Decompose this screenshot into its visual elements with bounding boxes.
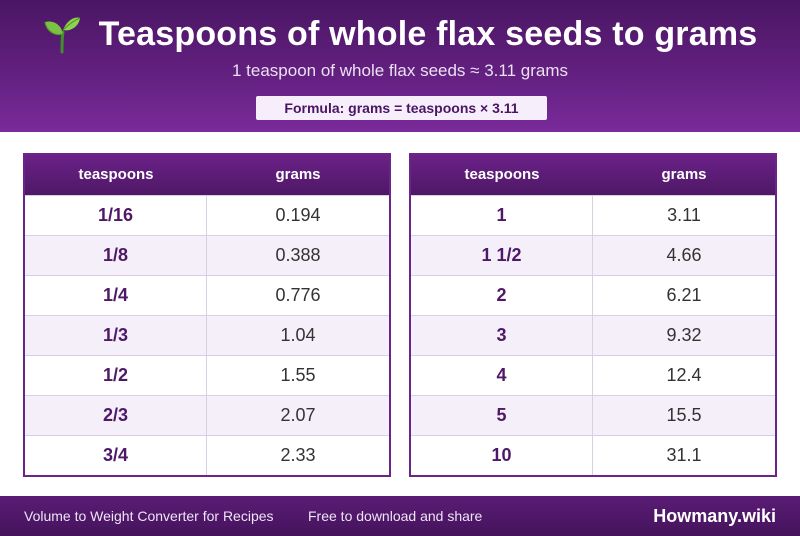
table-row: 4 12.4 [411, 355, 775, 395]
grams-cell: 2.07 [280, 405, 316, 425]
teaspoons-cell: 1/16 [25, 196, 207, 235]
page-subtitle: 1 teaspoon of whole flax seeds ≈ 3.11 gr… [232, 61, 568, 80]
footer-note: Free to download and share [308, 508, 483, 524]
table-row: 1/4 0.776 [25, 275, 389, 315]
footer-tagline: Volume to Weight Converter for Recipes [24, 508, 274, 524]
teaspoons-cell: 1/3 [25, 316, 207, 355]
teaspoons-cell: 1 1/2 [411, 236, 593, 275]
table-row: 1 3.11 [411, 195, 775, 235]
table-row: 1/2 1.55 [25, 355, 389, 395]
grams-cell: 9.32 [666, 325, 702, 345]
header-banner: Teaspoons of whole flax seeds to grams 1… [0, 0, 800, 132]
table-row: 1/3 1.04 [25, 315, 389, 355]
table-header: teaspoons grams [411, 155, 775, 195]
grams-cell: 0.388 [275, 245, 321, 265]
teaspoons-cell: 4 [411, 356, 593, 395]
title-row: Teaspoons of whole flax seeds to grams [0, 14, 800, 54]
column-header-teaspoons: teaspoons [78, 166, 154, 183]
teaspoons-cell: 3 [411, 316, 593, 355]
formula-badge: Formula: grams = teaspoons × 3.11 [256, 96, 547, 120]
grams-cell: 1.04 [280, 325, 316, 345]
table-row: 1 1/2 4.66 [411, 235, 775, 275]
table-row: 1/8 0.388 [25, 235, 389, 275]
column-header-teaspoons: teaspoons [464, 166, 540, 183]
grams-cell: 0.776 [275, 285, 321, 305]
teaspoons-cell: 2/3 [25, 396, 207, 435]
column-header-grams: grams [661, 166, 707, 183]
footer-bar: Volume to Weight Converter for Recipes F… [0, 496, 800, 536]
grams-cell: 0.194 [275, 205, 321, 225]
table-row: 2 6.21 [411, 275, 775, 315]
sprout-icon [44, 17, 80, 54]
table-row: 3/4 2.33 [25, 435, 389, 475]
grams-cell: 31.1 [666, 445, 702, 465]
table-row: 1/16 0.194 [25, 195, 389, 235]
teaspoons-cell: 2 [411, 276, 593, 315]
teaspoons-cell: 1 [411, 196, 593, 235]
grams-cell: 12.4 [666, 365, 702, 385]
teaspoons-cell: 1/8 [25, 236, 207, 275]
teaspoons-cell: 1/4 [25, 276, 207, 315]
brand-logo[interactable]: Howmany.wiki [653, 506, 776, 526]
table-row: 3 9.32 [411, 315, 775, 355]
page-title: Teaspoons of whole flax seeds to grams [98, 14, 758, 53]
column-header-grams: grams [275, 166, 321, 183]
grams-cell: 4.66 [666, 245, 702, 265]
grams-cell: 15.5 [666, 405, 702, 425]
table-row: 10 31.1 [411, 435, 775, 475]
teaspoons-cell: 10 [411, 436, 593, 475]
grams-cell: 2.33 [280, 445, 316, 465]
table-row: 5 15.5 [411, 395, 775, 435]
grams-cell: 3.11 [667, 205, 701, 225]
teaspoons-cell: 3/4 [25, 436, 207, 475]
table-row: 2/3 2.07 [25, 395, 389, 435]
teaspoons-cell: 1/2 [25, 356, 207, 395]
conversion-table-small: teaspoons grams 1/16 0.194 1/8 0.388 1/4 0.… [23, 153, 391, 477]
grams-cell: 6.21 [666, 285, 702, 305]
teaspoons-cell: 5 [411, 396, 593, 435]
table-header: teaspoons grams [25, 155, 389, 195]
grams-cell: 1.55 [280, 365, 316, 385]
